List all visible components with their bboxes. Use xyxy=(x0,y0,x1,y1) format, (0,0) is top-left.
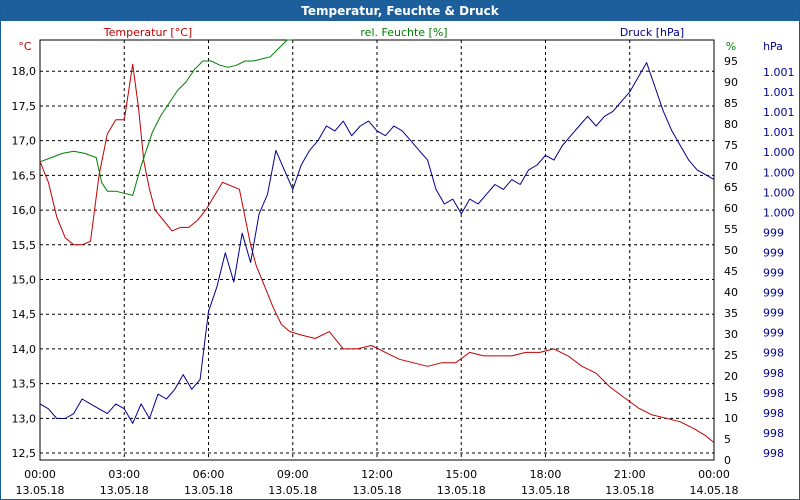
pressure-tick-label: 999 xyxy=(763,267,784,280)
x-tick-date: 13.05.18 xyxy=(437,484,486,497)
pressure-tick-label: 1.000 xyxy=(763,206,795,219)
humidity-tick-label: 20 xyxy=(724,370,738,383)
temperature-tick-label: 17,5 xyxy=(12,100,37,113)
temperature-tick-label: 13,5 xyxy=(12,378,37,391)
temperature-tick-label: 16,0 xyxy=(12,204,37,217)
humidity-tick-label: 90 xyxy=(724,76,738,89)
x-tick-time: 15:00 xyxy=(445,468,477,481)
x-tick-time: 00:00 xyxy=(698,468,730,481)
pressure-tick-label: 999 xyxy=(763,287,784,300)
pressure-tick-label: 1.001 xyxy=(763,66,795,79)
x-tick-date: 13.05.18 xyxy=(184,484,233,497)
humidity-tick-label: 70 xyxy=(724,160,738,173)
humidity-tick-label: 50 xyxy=(724,244,738,257)
temperature-tick-label: 14,5 xyxy=(12,308,37,321)
x-tick-date: 13.05.18 xyxy=(521,484,570,497)
humidity-tick-label: 60 xyxy=(724,202,738,215)
x-tick-time: 12:00 xyxy=(361,468,393,481)
humidity-tick-label: 80 xyxy=(724,118,738,131)
series-line-humidity xyxy=(39,39,293,196)
x-tick-time: 21:00 xyxy=(614,468,646,481)
x-tick-time: 18:00 xyxy=(530,468,562,481)
pressure-tick-label: 998 xyxy=(763,407,784,420)
x-axis-ticks: 00:00 13.05.18 03:00 13.05.18 06:00 13.05.18 0… xyxy=(16,468,739,497)
series-line-temperature xyxy=(39,63,715,443)
x-tick-date: 13.05.18 xyxy=(268,484,317,497)
temperature-tick-label: 16,5 xyxy=(12,169,37,182)
pressure-tick-label: 1.000 xyxy=(763,146,795,159)
humidity-tick-label: 95 xyxy=(724,55,738,68)
x-tick-date: 13.05.18 xyxy=(16,484,65,497)
pressure-tick-label: 1.001 xyxy=(763,86,795,99)
temperature-unit-label: °C xyxy=(18,40,32,53)
humidity-tick-label: 55 xyxy=(724,223,738,236)
x-tick-date: 14.05.18 xyxy=(690,484,739,497)
pressure-tick-label: 999 xyxy=(763,246,784,259)
pressure-tick-label: 1.001 xyxy=(763,106,795,119)
humidity-tick-label: 0 xyxy=(724,454,731,467)
pressure-tick-label: 998 xyxy=(763,347,784,360)
temperature-tick-label: 15,5 xyxy=(12,239,37,252)
temperature-tick-label: 15,0 xyxy=(12,274,37,287)
x-tick-date: 13.05.18 xyxy=(353,484,402,497)
humidity-tick-label: 65 xyxy=(724,181,738,194)
pressure-tick-label: 998 xyxy=(763,367,784,380)
temperature-tick-label: 12,5 xyxy=(12,447,37,460)
humidity-axis-ticks: 0 5 10 15 20 25 30 35 40 45 50 55 60 65 70 75 80 85 90 95 xyxy=(724,55,738,467)
humidity-tick-label: 85 xyxy=(724,97,738,110)
series-line-pressure xyxy=(39,62,715,424)
x-tick-time: 06:00 xyxy=(193,468,225,481)
pressure-axis-ticks: 998 998 998 998 998 998 999 999 999 999 999 999 1.00… xyxy=(763,66,795,460)
legend-temperature: Temperatur [°C] xyxy=(103,26,192,39)
humidity-tick-label: 10 xyxy=(724,412,738,425)
temperature-axis-ticks: 12,5 13,0 13,5 14,0 14,5 15,0 15,5 16,0 16,5 17,0… xyxy=(12,65,37,460)
x-tick-date: 13.05.18 xyxy=(605,484,654,497)
pressure-tick-label: 1.000 xyxy=(763,186,795,199)
series-layer xyxy=(39,39,715,443)
humidity-tick-label: 15 xyxy=(724,391,738,404)
pressure-unit-label: hPa xyxy=(763,40,783,53)
pressure-tick-label: 1.001 xyxy=(763,126,795,139)
humidity-tick-label: 25 xyxy=(724,349,738,362)
legend-pressure: Druck [hPa] xyxy=(620,26,684,39)
humidity-tick-label: 45 xyxy=(724,265,738,278)
legend-humidity: rel. Feuchte [%] xyxy=(360,26,447,39)
x-tick-time: 00:00 xyxy=(24,468,56,481)
humidity-tick-label: 40 xyxy=(724,286,738,299)
pressure-tick-label: 999 xyxy=(763,307,784,320)
pressure-tick-label: 999 xyxy=(763,327,784,340)
pressure-tick-label: 998 xyxy=(763,447,784,460)
grid xyxy=(40,40,714,460)
temperature-tick-label: 14,0 xyxy=(12,343,37,356)
temperature-tick-label: 18,0 xyxy=(12,65,37,78)
x-tick-date: 13.05.18 xyxy=(100,484,149,497)
x-tick-time: 03:00 xyxy=(108,468,140,481)
humidity-tick-label: 35 xyxy=(724,307,738,320)
humidity-tick-label: 30 xyxy=(724,328,738,341)
window-title: Temperatur, Feuchte & Druck xyxy=(1,1,799,21)
humidity-tick-label: 5 xyxy=(724,433,731,446)
humidity-tick-label: 75 xyxy=(724,139,738,152)
temperature-tick-label: 13,0 xyxy=(12,412,37,425)
pressure-tick-label: 1.000 xyxy=(763,166,795,179)
pressure-tick-label: 998 xyxy=(763,427,784,440)
pressure-tick-label: 999 xyxy=(763,226,784,239)
pressure-tick-label: 998 xyxy=(763,387,784,400)
x-tick-time: 09:00 xyxy=(277,468,309,481)
humidity-unit-label: % xyxy=(726,40,736,53)
temperature-tick-label: 17,0 xyxy=(12,135,37,148)
